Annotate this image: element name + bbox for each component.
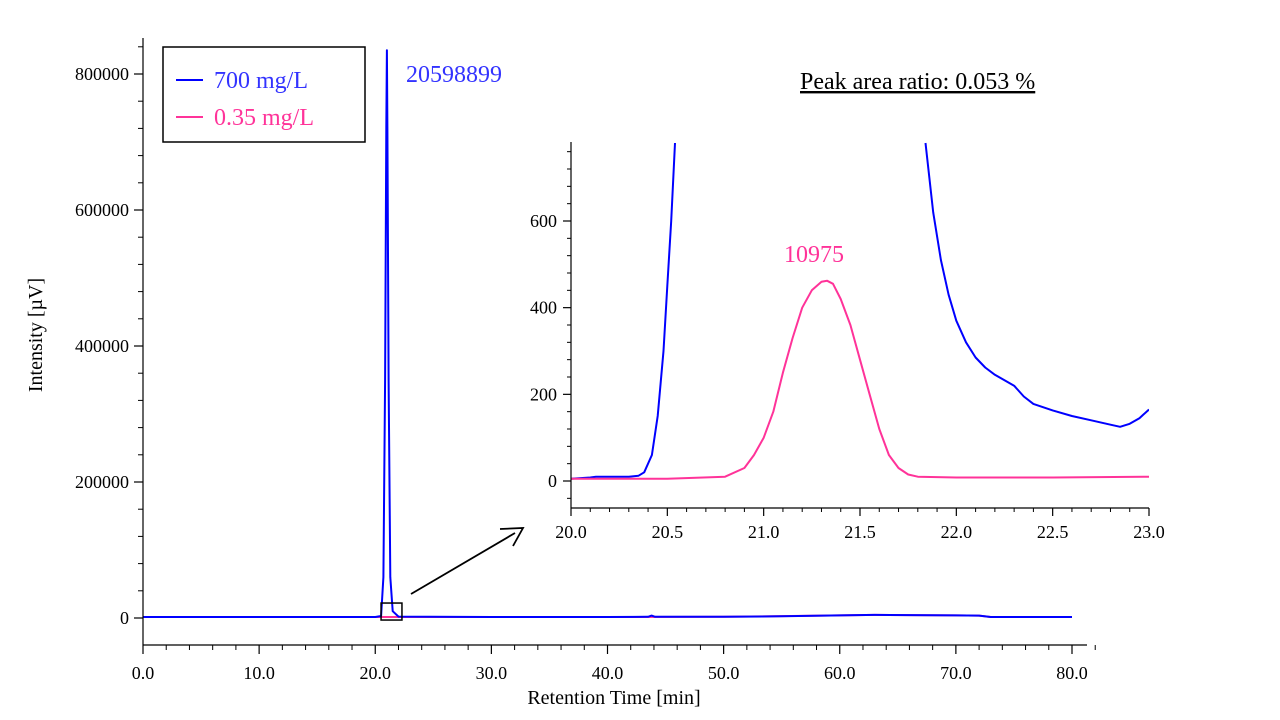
inset-x-tick-label: 21.0: [748, 522, 780, 542]
inset-x-tick-label: 20.5: [652, 522, 684, 542]
inset-x-tick-label: 21.5: [844, 522, 876, 542]
inset-x-tick-label: 22.5: [1037, 522, 1069, 542]
main-x-tick-label: 30.0: [476, 663, 508, 683]
zoom-arrow: [410, 527, 525, 595]
inset-x-ticks: 20.0 20.5 21.0 21.5 22.0 22.5 23.0: [555, 508, 1165, 542]
main-y-tick-label: 600000: [75, 200, 129, 220]
main-x-tick-label: 10.0: [243, 663, 275, 683]
inset-y-tick-label: 200: [530, 384, 557, 404]
inset-plot: 20.0 20.5 21.0 21.5 22.0 22.5 23.0 0200400600 …: [530, 142, 1165, 542]
inset-series-group: [571, 142, 1149, 480]
main-x-tick-label: 70.0: [940, 663, 972, 683]
main-peak-area-label: 20598899: [406, 62, 502, 88]
main-y-tick-label: 800000: [75, 64, 129, 84]
main-y-tick-label: 200000: [75, 472, 129, 492]
inset-series-line-0-1: [924, 142, 1149, 428]
main-series-line-0: [143, 49, 1072, 618]
zoom-region-box: [380, 602, 403, 621]
main-x-tick-label: 60.0: [824, 663, 856, 683]
inset-peak-area-label: 10975: [784, 242, 844, 268]
inset-series-line-1-0: [571, 279, 1149, 480]
inset-x-tick-label: 22.0: [941, 522, 973, 542]
inset-series-line-0-0: [571, 142, 676, 480]
main-y-axis-title: Intensity [µV]: [25, 278, 47, 392]
peak-area-ratio-label: Peak area ratio: 0.053 %: [800, 69, 1035, 95]
main-plot: 0.0 10.0 20.0 30.0 40.0 50.0 60.0 70.0 80.0 0 200…: [25, 38, 1096, 709]
legend-label-035: 0.35 mg/L: [214, 105, 314, 131]
legend-box: [162, 46, 366, 143]
main-series-group: [143, 49, 1072, 618]
main-x-axis-title: Retention Time [min]: [527, 687, 700, 709]
main-x-ticks: 0.0 10.0 20.0 30.0 40.0 50.0 60.0 70.0 80.0: [132, 645, 1096, 683]
main-x-tick-label: 0.0: [132, 663, 155, 683]
main-x-tick-label: 80.0: [1056, 663, 1088, 683]
main-y-tick-label: 400000: [75, 336, 129, 356]
main-y-ticks: 0 200000 400000 600000 800000: [75, 46, 143, 628]
inset-x-tick-label: 20.0: [555, 522, 587, 542]
inset-y-ticks: 0 200 400 600: [530, 151, 571, 499]
main-x-tick-label: 20.0: [360, 663, 392, 683]
main-x-tick-label: 50.0: [708, 663, 740, 683]
inset-y-tick-label: 0: [548, 471, 557, 491]
main-y-tick-label: 0: [120, 608, 129, 628]
inset-y-tick-label: 400: [530, 298, 557, 318]
inset-x-tick-label: 23.0: [1133, 522, 1165, 542]
legend: 700 mg/L 0.35 mg/L: [162, 46, 366, 143]
main-x-tick-label: 40.0: [592, 663, 624, 683]
inset-y-tick-label: 600: [530, 211, 557, 231]
legend-label-700: 700 mg/L: [214, 68, 308, 94]
